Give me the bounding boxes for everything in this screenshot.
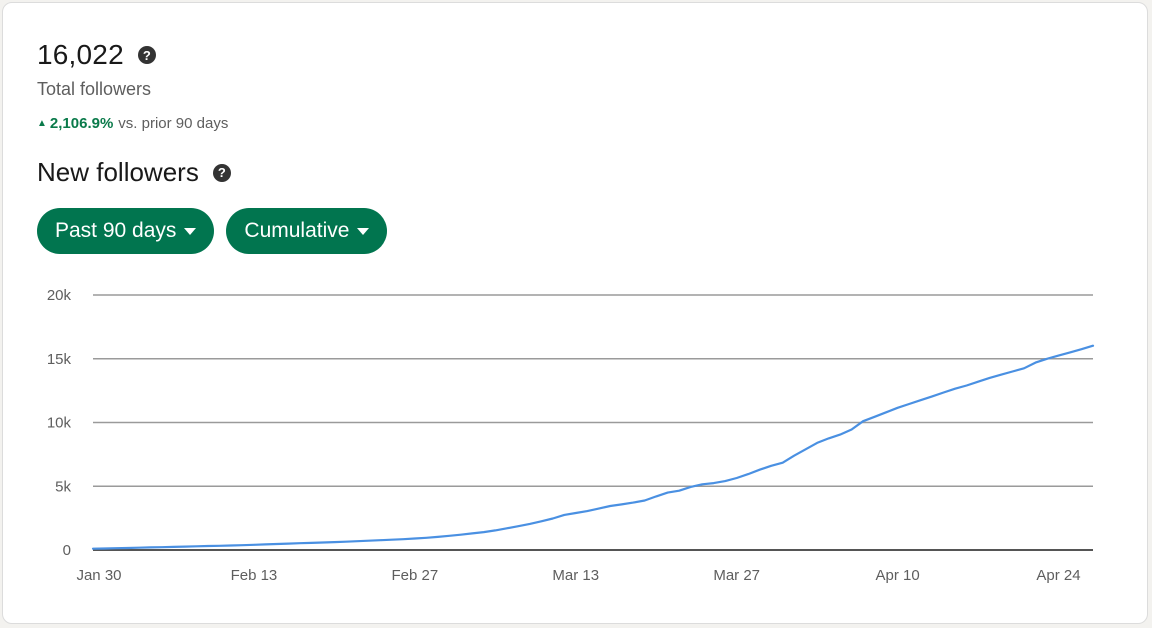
followers-line-chart: 0 5k 10k 15k 20k Jan 30 Feb 13 Feb 27 Mar 13 Mar… [47,287,1095,584]
x-tick-label: Feb 27 [391,567,438,584]
time-range-dropdown[interactable]: Past 90 days [37,208,215,254]
x-axis-ticks: Jan 30 Feb 13 Feb 27 Mar 13 Mar 27 Apr 10 Apr … [76,567,1080,584]
total-followers-value: 16,022 [37,39,124,70]
aggregation-mode-label: Cumulative [244,219,350,242]
caret-down-icon [357,227,370,235]
aggregation-mode-dropdown[interactable]: Cumulative [226,208,388,254]
new-followers-header: New followers ? [37,157,231,188]
chart-grid [93,294,1093,551]
time-range-label: Past 90 days [55,219,177,242]
x-tick-label: Apr 10 [875,567,919,584]
y-axis-ticks: 0 5k 10k 15k 20k [47,287,72,559]
series-line [91,344,1095,550]
x-tick-label: Mar 27 [713,567,760,584]
y-tick-label: 10k [47,415,72,432]
total-followers-row: 16,022 ? [37,39,156,71]
change-indicator: ▲ 2,106.9% vs. prior 90 days [37,115,228,132]
question-circle-icon[interactable]: ? [137,46,156,64]
x-tick-label: Feb 13 [231,567,278,584]
chart-filters: Past 90 days Cumulative [37,208,388,254]
change-comparison-label: vs. prior 90 days [118,115,229,132]
y-tick-label: 20k [47,287,72,304]
triangle-up-icon: ▲ [37,118,47,129]
y-tick-label: 5k [55,478,71,495]
x-tick-label: Apr 24 [1036,567,1080,584]
caret-down-icon [184,227,197,235]
y-tick-label: 15k [47,351,72,368]
y-tick-label: 0 [63,542,71,559]
change-percentage: 2,106.9% [49,115,114,132]
section-title: New followers [37,157,199,187]
question-circle-icon[interactable]: ? [212,163,231,182]
total-followers-label: Total followers [37,79,152,99]
x-tick-label: Jan 30 [76,567,121,584]
x-tick-label: Mar 13 [552,567,599,584]
